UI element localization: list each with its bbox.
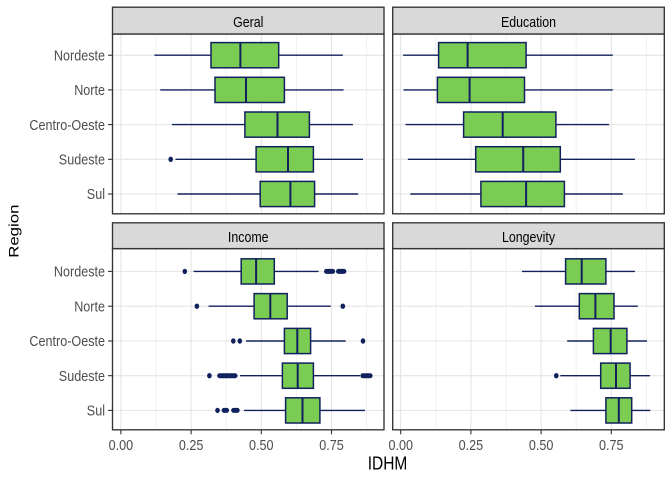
svg-text:0.00: 0.00: [388, 436, 413, 453]
svg-text:Sul: Sul: [87, 401, 105, 418]
svg-text:Education: Education: [501, 14, 556, 30]
svg-text:IDHM: IDHM: [368, 453, 408, 474]
svg-text:Norte: Norte: [74, 81, 105, 98]
svg-text:Centro-Oeste: Centro-Oeste: [29, 116, 105, 133]
svg-text:Region: Region: [7, 205, 22, 258]
svg-text:0.00: 0.00: [109, 436, 134, 453]
svg-text:Longevity: Longevity: [502, 229, 555, 245]
svg-text:0.50: 0.50: [249, 436, 274, 453]
svg-text:0.75: 0.75: [319, 436, 344, 453]
svg-text:0.25: 0.25: [459, 436, 484, 453]
svg-text:Sudeste: Sudeste: [59, 150, 105, 167]
svg-text:Sul: Sul: [87, 185, 105, 202]
svg-text:Norte: Norte: [74, 297, 105, 314]
svg-text:Geral: Geral: [233, 14, 263, 30]
svg-text:0.75: 0.75: [599, 436, 624, 453]
svg-text:Centro-Oeste: Centro-Oeste: [29, 332, 105, 349]
svg-text:Nordeste: Nordeste: [54, 46, 105, 63]
svg-text:0.25: 0.25: [179, 436, 204, 453]
svg-text:0.50: 0.50: [529, 436, 554, 453]
svg-text:Nordeste: Nordeste: [54, 262, 105, 279]
svg-text:Sudeste: Sudeste: [59, 367, 105, 384]
svg-text:Income: Income: [228, 229, 269, 245]
